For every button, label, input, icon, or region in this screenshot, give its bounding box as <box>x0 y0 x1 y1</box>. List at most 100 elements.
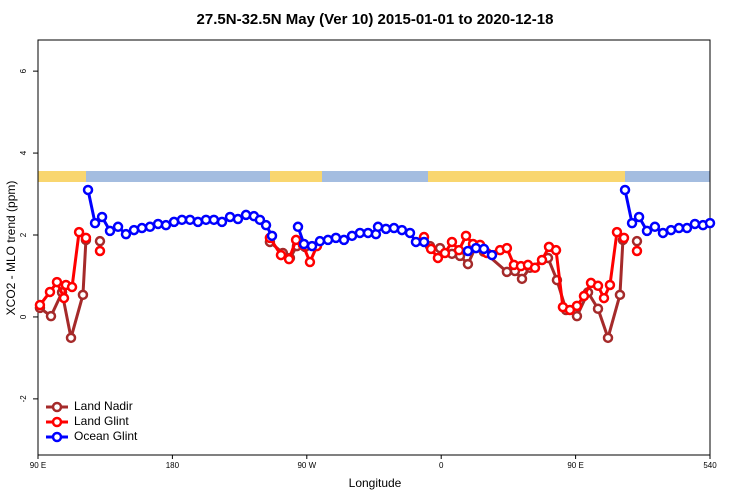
data-point <box>66 281 78 293</box>
data-point <box>516 273 528 285</box>
data-point <box>604 279 616 291</box>
data-point <box>571 300 583 312</box>
data-point <box>306 240 318 252</box>
data-point <box>330 232 342 244</box>
data-point <box>73 226 85 238</box>
data-point <box>112 221 124 233</box>
data-point <box>598 292 610 304</box>
data-point <box>80 232 92 244</box>
data-point <box>618 232 630 244</box>
data-point <box>649 221 661 233</box>
data-point <box>58 292 70 304</box>
land-band <box>270 171 322 182</box>
data-point <box>592 280 604 292</box>
data-point <box>216 216 228 228</box>
data-point <box>292 221 304 233</box>
data-point <box>51 276 63 288</box>
data-point <box>176 214 188 226</box>
data-point <box>432 252 444 264</box>
data-point <box>77 289 89 301</box>
data-point <box>34 299 46 311</box>
data-point <box>439 247 451 259</box>
data-point <box>462 258 474 270</box>
x-axis-label: Longitude <box>349 476 402 490</box>
data-point <box>404 227 416 239</box>
data-point <box>338 234 350 246</box>
data-point <box>631 235 643 247</box>
data-point <box>592 303 604 314</box>
y-axis-label: XCO2 - MLO trend (ppm) <box>4 181 18 316</box>
data-point <box>120 228 132 240</box>
data-point <box>65 332 77 344</box>
x-tick-label: 90 E <box>567 461 583 470</box>
data-point <box>641 225 653 237</box>
data-point <box>396 224 408 236</box>
data-point <box>501 242 513 254</box>
data-point <box>626 217 638 229</box>
plot-frame <box>37 39 711 456</box>
land-band <box>38 171 86 182</box>
data-point <box>104 225 116 237</box>
data-point <box>478 243 490 255</box>
data-point <box>362 227 374 239</box>
ocean-band <box>38 171 710 182</box>
data-point <box>136 222 148 234</box>
data-point <box>89 217 101 229</box>
data-point <box>152 218 164 230</box>
data-point <box>453 244 465 256</box>
x-tick-label: 180 <box>166 461 180 470</box>
data-point <box>290 234 302 246</box>
legend-marker <box>51 431 63 443</box>
data-point <box>144 221 156 233</box>
y-tick-label: 6 <box>19 68 28 73</box>
chart-title: 27.5N-32.5N May (Ver 10) 2015-01-01 to 2… <box>197 11 554 28</box>
data-point <box>633 211 645 223</box>
data-point <box>82 184 94 196</box>
data-point <box>462 245 474 257</box>
data-point <box>446 236 458 248</box>
data-point <box>418 236 430 248</box>
legend-marker <box>51 416 63 428</box>
data-point <box>550 244 562 256</box>
series <box>82 184 716 261</box>
data-point <box>536 254 548 266</box>
x-tick-label: 0 <box>439 461 444 470</box>
data-point <box>578 290 590 302</box>
data-point <box>571 310 583 322</box>
y-tick-label: 0 <box>19 314 28 319</box>
data-point <box>657 227 669 239</box>
data-point <box>160 219 172 231</box>
data-point <box>275 249 287 261</box>
legend-label: Land Glint <box>74 414 129 428</box>
data-point <box>208 214 220 226</box>
data-point <box>529 262 541 274</box>
data-point <box>94 245 106 257</box>
data-point <box>704 217 716 229</box>
data-point <box>354 227 366 239</box>
y-tick-label: 2 <box>19 232 28 237</box>
data-point <box>631 245 643 257</box>
data-point <box>232 213 244 225</box>
y-tick-label: 4 <box>19 150 28 155</box>
data-point <box>314 235 326 247</box>
data-point <box>425 243 437 255</box>
data-point <box>410 236 422 248</box>
y-tick-label: -2 <box>19 395 28 403</box>
data-point <box>266 230 278 242</box>
data-point <box>240 209 252 221</box>
data-point <box>460 230 472 242</box>
x-tick-label: 90 W <box>297 461 316 470</box>
data-point <box>486 249 498 261</box>
land-band <box>428 171 625 182</box>
data-point <box>614 289 626 301</box>
data-point <box>192 216 204 228</box>
x-tick-label: 90 E <box>30 461 46 470</box>
data-point <box>304 256 316 268</box>
data-point <box>619 184 631 196</box>
legend-marker <box>51 401 63 413</box>
data-point <box>673 222 685 234</box>
data-point <box>45 310 57 322</box>
